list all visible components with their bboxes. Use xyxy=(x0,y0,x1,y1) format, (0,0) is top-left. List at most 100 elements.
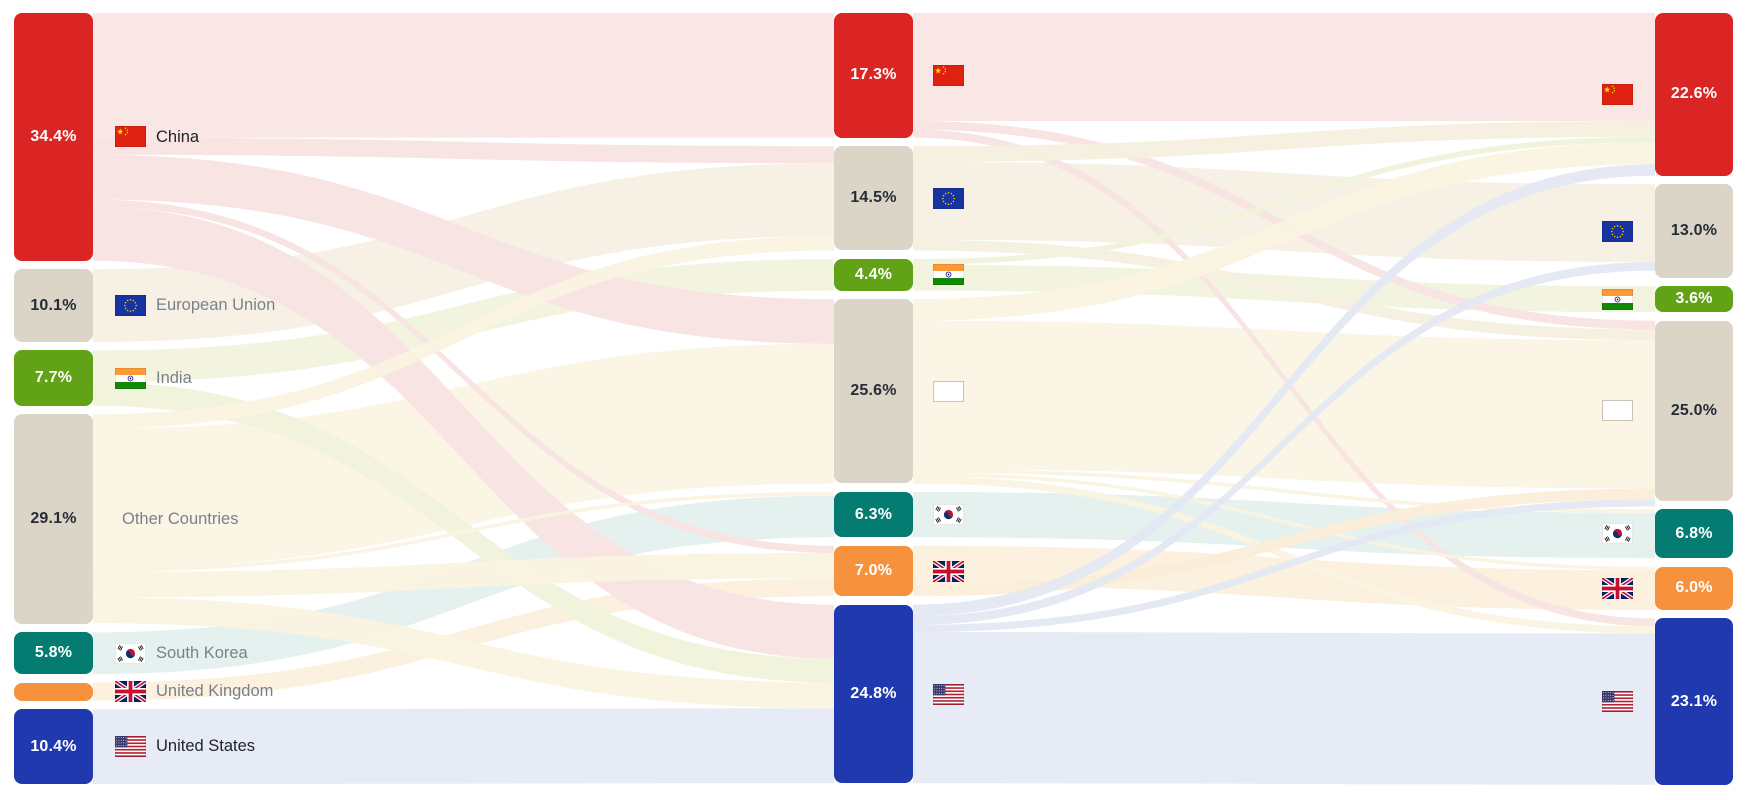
sankey-node-left-eu[interactable]: 10.1% xyxy=(14,269,93,342)
node-value-label: 24.8% xyxy=(850,684,897,702)
sankey-node-middle-us[interactable]: 24.8% xyxy=(834,604,913,784)
us-flag-icon xyxy=(933,683,964,705)
us-flag-icon xyxy=(1602,691,1633,713)
node-value-label: 17.3% xyxy=(850,66,897,84)
country-label-row-eu: European Union xyxy=(115,295,275,317)
country-label-row-south_korea: South Korea xyxy=(115,642,248,664)
node-value-label: 25.6% xyxy=(850,382,897,400)
south-korea-flag-icon xyxy=(933,504,964,526)
sankey-node-right-china[interactable]: 22.6% xyxy=(1655,13,1733,176)
country-label-row-india: India xyxy=(115,367,192,389)
node-value-label: 6.3% xyxy=(854,505,893,523)
country-label-row-china: China xyxy=(115,126,199,148)
blank-flag-icon xyxy=(933,380,964,402)
india-flag-icon xyxy=(933,264,964,286)
eu-flag-icon xyxy=(933,187,964,209)
sankey-link-left-middle-other-to-south_korea xyxy=(93,492,834,572)
india-flag-icon xyxy=(115,367,146,389)
sankey-link-left-middle-china-to-uk xyxy=(93,199,834,553)
country-name-other: Other Countries xyxy=(122,509,239,528)
sankey-node-left-other[interactable]: 29.1% xyxy=(14,414,93,624)
sankey-link-left-middle-us-to-us xyxy=(93,708,834,784)
sankey-link-left-middle-china-to-other xyxy=(93,154,834,344)
sankey-node-right-eu[interactable]: 13.0% xyxy=(1655,184,1733,278)
sankey-link-middle-right-eu-to-china xyxy=(913,121,1655,162)
uk-flag-icon xyxy=(933,560,964,582)
sankey-link-middle-right-us-to-us xyxy=(913,632,1655,785)
country-name-eu: European Union xyxy=(156,296,276,315)
sankey-link-middle-right-india-to-china xyxy=(913,136,1655,265)
node-value-label: 22.6% xyxy=(1670,85,1718,103)
sankey-node-middle-other[interactable]: 25.6% xyxy=(834,299,913,484)
country-name-us: United States xyxy=(156,737,256,756)
sankey-link-left-middle-china-to-eu xyxy=(93,137,834,164)
country-name-south_korea: South Korea xyxy=(156,643,248,662)
china-flag-icon xyxy=(933,64,964,86)
eu-flag-icon xyxy=(115,295,146,316)
sankey-link-middle-right-china-to-china xyxy=(913,13,1655,121)
china-flag-icon xyxy=(115,126,146,148)
sankey-link-middle-right-south_korea-to-south_korea xyxy=(913,492,1655,559)
sankey-node-middle-india[interactable]: 4.4% xyxy=(834,259,913,291)
sankey-node-right-other[interactable]: 25.0% xyxy=(1655,320,1733,501)
sankey-link-middle-right-us-to-eu xyxy=(913,262,1655,625)
sankey-link-middle-right-other-to-uk xyxy=(913,472,1655,571)
sankey-node-right-india[interactable]: 3.6% xyxy=(1655,286,1733,313)
south-korea-flag-icon xyxy=(1602,523,1633,545)
sankey-link-middle-right-other-to-south_korea xyxy=(913,469,1655,513)
china-flag-icon xyxy=(1602,83,1633,105)
sankey-link-middle-right-other-to-other xyxy=(913,320,1655,489)
node-value-label: 29.1% xyxy=(30,510,77,528)
node-value-label: 14.5% xyxy=(850,189,897,207)
sankey-link-middle-right-us-to-other xyxy=(913,499,1655,633)
sankey-node-middle-china[interactable]: 17.3% xyxy=(834,13,913,138)
node-value-label: 6.8% xyxy=(1675,524,1713,542)
sankey-link-left-middle-other-to-us xyxy=(93,597,834,709)
sankey-link-middle-right-us-to-china xyxy=(913,164,1655,617)
sankey-node-right-uk[interactable]: 6.0% xyxy=(1655,566,1733,610)
node-value-label: 25.0% xyxy=(1670,401,1718,419)
uk-flag-icon xyxy=(115,681,146,703)
sankey-link-middle-right-other-to-us xyxy=(913,476,1655,634)
sankey-node-middle-uk[interactable]: 7.0% xyxy=(834,545,913,597)
node-value-label: 7.7% xyxy=(34,369,73,387)
sankey-node-left-india[interactable]: 7.7% xyxy=(14,350,93,406)
node-value-label: 10.4% xyxy=(30,737,77,755)
sankey-node-left-china[interactable]: 34.4% xyxy=(14,13,93,261)
country-name-china: China xyxy=(156,127,200,146)
sankey-link-left-middle-china-to-china xyxy=(93,13,834,138)
country-label-row-other: Other Countries xyxy=(122,508,238,530)
india-flag-icon xyxy=(1602,288,1633,310)
node-value-label: 7.0% xyxy=(854,561,893,579)
sankey-link-left-middle-china-to-us xyxy=(93,206,834,659)
node-value-label: 3.6% xyxy=(1675,290,1713,308)
node-value-label: 13.0% xyxy=(1670,221,1718,239)
sankey-link-left-middle-other-to-eu xyxy=(93,236,834,429)
country-name-uk: United Kingdom xyxy=(156,682,274,701)
sankey-node-middle-south_korea[interactable]: 6.3% xyxy=(834,492,913,538)
node-value-label: 23.1% xyxy=(1670,692,1718,710)
sankey-node-left-us[interactable]: 10.4% xyxy=(14,709,93,784)
sankey-node-left-uk[interactable] xyxy=(14,682,93,701)
south-korea-flag-icon xyxy=(115,642,146,664)
node-value-label: 4.4% xyxy=(854,265,893,283)
blank-flag-icon xyxy=(1602,400,1633,422)
sankey-node-right-us[interactable]: 23.1% xyxy=(1655,618,1733,785)
country-label-row-uk: United Kingdom xyxy=(115,681,273,703)
node-value-label: 10.1% xyxy=(30,296,77,314)
uk-flag-icon xyxy=(1602,577,1633,599)
sankey-node-middle-eu[interactable]: 14.5% xyxy=(834,146,913,251)
country-label-row-us: United States xyxy=(115,736,255,758)
sankey-link-middle-right-eu-to-other xyxy=(913,239,1655,341)
sankey-link-middle-right-china-to-us xyxy=(913,129,1655,627)
sankey-node-left-south_korea[interactable]: 5.8% xyxy=(14,632,93,675)
eu-flag-icon xyxy=(1602,220,1633,242)
node-value-label: 34.4% xyxy=(30,127,77,145)
country-name-india: India xyxy=(156,368,192,387)
sankey-link-middle-right-uk-to-other xyxy=(913,488,1655,597)
us-flag-icon xyxy=(115,736,146,758)
node-value-label: 5.8% xyxy=(34,644,73,662)
sankey-node-right-south_korea[interactable]: 6.8% xyxy=(1655,509,1733,559)
